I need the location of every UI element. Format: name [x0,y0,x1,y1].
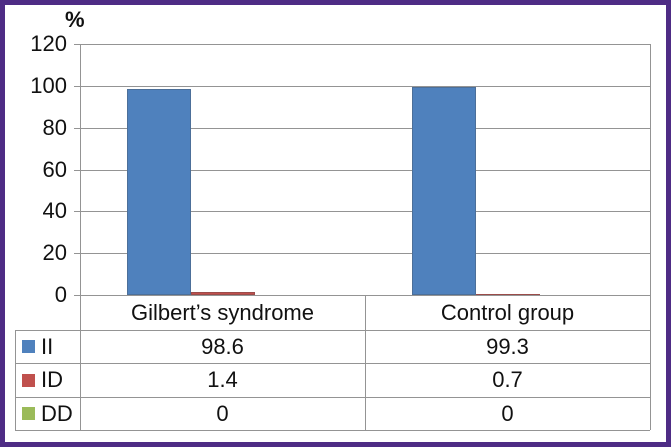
table-value-cell: 0 [216,400,229,426]
y-axis-tick [74,127,80,129]
table-value-cell: 0.7 [492,367,523,392]
y-axis-tick [74,169,80,171]
y-axis-line [80,44,81,430]
gridline [80,169,650,171]
bar-ii-0 [126,88,191,295]
category-label: Control group [440,299,575,325]
y-axis-tick [74,44,80,45]
table-value-cell: 0 [501,400,514,426]
table-row-line [15,363,650,364]
legend-swatch-dd [22,407,35,420]
legend-label: ID [41,367,63,392]
gridline [80,253,650,255]
table-row-line [15,430,650,431]
legend-swatch-ii [22,340,35,353]
bar-id-0 [190,292,255,295]
y-axis-tick-label: 20 [42,240,67,266]
legend-swatch-id [22,373,35,387]
table-column-divider [365,295,366,430]
table-row-line [15,397,650,398]
y-axis-tick [74,85,80,87]
plot-right-border [650,44,651,430]
y-axis-tick-label: 120 [30,31,67,56]
table-value-cell: 1.4 [207,367,238,392]
y-axis-title: % [65,7,85,32]
y-axis-tick-label: 60 [42,156,67,182]
category-label: Gilbert’s syndrome [131,299,314,325]
y-axis-tick [74,295,80,296]
legend-label: II [41,333,54,359]
gridline [80,44,650,45]
legend-cell-dd: DD [16,397,80,430]
y-axis-tick [74,253,80,255]
legend-cell-id: ID [16,363,80,397]
y-axis-tick-label: 100 [30,72,67,98]
y-axis-tick-label: 0 [54,282,67,307]
table-row-line [15,330,650,331]
bar-ii-1 [411,87,476,295]
legend-cell-ii: II [16,330,80,363]
y-axis-tick-label: 80 [42,114,67,140]
bar-id-1 [475,293,540,295]
legend-label: DD [41,400,73,426]
gridline [80,85,650,87]
y-axis-tick-label: 40 [42,198,67,224]
gridline [80,127,650,129]
gridline [80,211,650,213]
y-axis-tick [74,211,80,213]
table-left-border [15,330,16,430]
table-value-cell: 99.3 [486,333,529,359]
table-value-cell: 98.6 [201,333,244,359]
